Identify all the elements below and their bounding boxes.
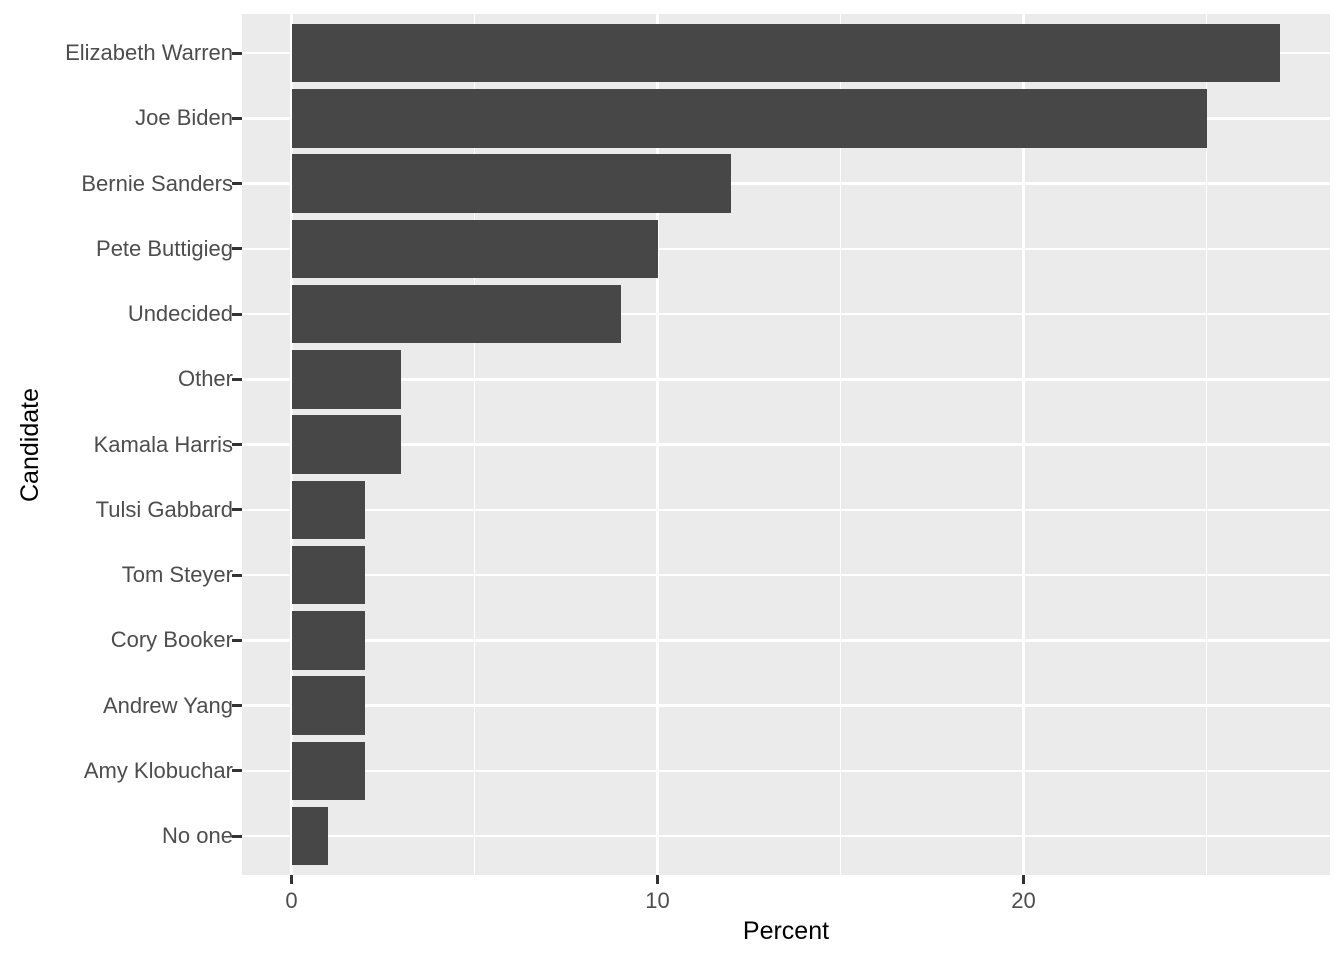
x-tick-label: 10 xyxy=(645,888,670,913)
y-major-gridline xyxy=(242,182,1330,185)
bar xyxy=(291,350,402,409)
y-tick-mark xyxy=(232,443,242,447)
bar xyxy=(291,806,329,866)
y-tick-mark xyxy=(232,312,242,316)
y-tick-label: Undecided xyxy=(127,301,233,327)
y-major-gridline xyxy=(242,769,1330,773)
y-major-gridline xyxy=(242,834,1330,838)
y-tick-label: Pete Buttigieg xyxy=(96,235,233,261)
y-major-gridline xyxy=(242,378,1330,381)
y-tick-label: Andrew Yang xyxy=(102,692,233,718)
y-tick-mark xyxy=(232,769,242,773)
y-major-gridline xyxy=(242,247,1330,251)
y-tick-mark xyxy=(232,51,242,55)
bar xyxy=(291,415,402,474)
bar xyxy=(291,480,365,540)
y-tick-mark xyxy=(232,638,242,642)
bar xyxy=(291,219,658,279)
y-tick-mark xyxy=(232,508,242,512)
y-tick-label: No one xyxy=(162,823,233,849)
y-major-gridline xyxy=(242,312,1330,316)
plot-panel xyxy=(242,14,1330,875)
y-tick-label: Kamala Harris xyxy=(93,431,233,457)
bar xyxy=(291,545,365,605)
x-tick-label: 0 xyxy=(285,888,298,913)
x-tick-mark xyxy=(1022,875,1025,884)
bar xyxy=(291,284,621,344)
y-tick-mark xyxy=(232,573,242,577)
y-tick-mark xyxy=(232,704,242,708)
y-tick-mark xyxy=(232,182,242,186)
x-tick-mark xyxy=(290,875,293,884)
y-tick-label: Cory Booker xyxy=(110,627,233,653)
y-tick-label: Tom Steyer xyxy=(121,562,233,588)
y-major-gridline xyxy=(242,443,1330,446)
y-tick-label: Other xyxy=(177,366,233,392)
y-tick-label: Elizabeth Warren xyxy=(65,40,233,66)
y-tick-mark xyxy=(232,834,242,838)
y-major-gridline xyxy=(242,573,1330,577)
y-major-gridline xyxy=(242,704,1330,707)
x-tick-mark xyxy=(656,875,659,884)
y-major-gridline xyxy=(242,508,1330,512)
bar xyxy=(291,154,731,213)
y-major-gridline xyxy=(242,639,1330,642)
bar xyxy=(291,611,365,670)
y-tick-label: Tulsi Gabbard xyxy=(95,496,233,522)
y-tick-mark xyxy=(232,247,242,251)
bar xyxy=(291,676,365,735)
bar xyxy=(291,23,1280,83)
bar xyxy=(291,89,1207,148)
y-tick-label: Amy Klobuchar xyxy=(83,757,233,783)
y-tick-mark xyxy=(232,116,242,120)
x-axis-title: Percent xyxy=(742,917,830,945)
y-tick-label: Bernie Sanders xyxy=(81,170,233,196)
y-tick-label: Joe Biden xyxy=(135,105,233,131)
bar xyxy=(291,741,365,801)
y-tick-mark xyxy=(232,377,242,381)
x-tick-label: 20 xyxy=(1011,888,1036,913)
